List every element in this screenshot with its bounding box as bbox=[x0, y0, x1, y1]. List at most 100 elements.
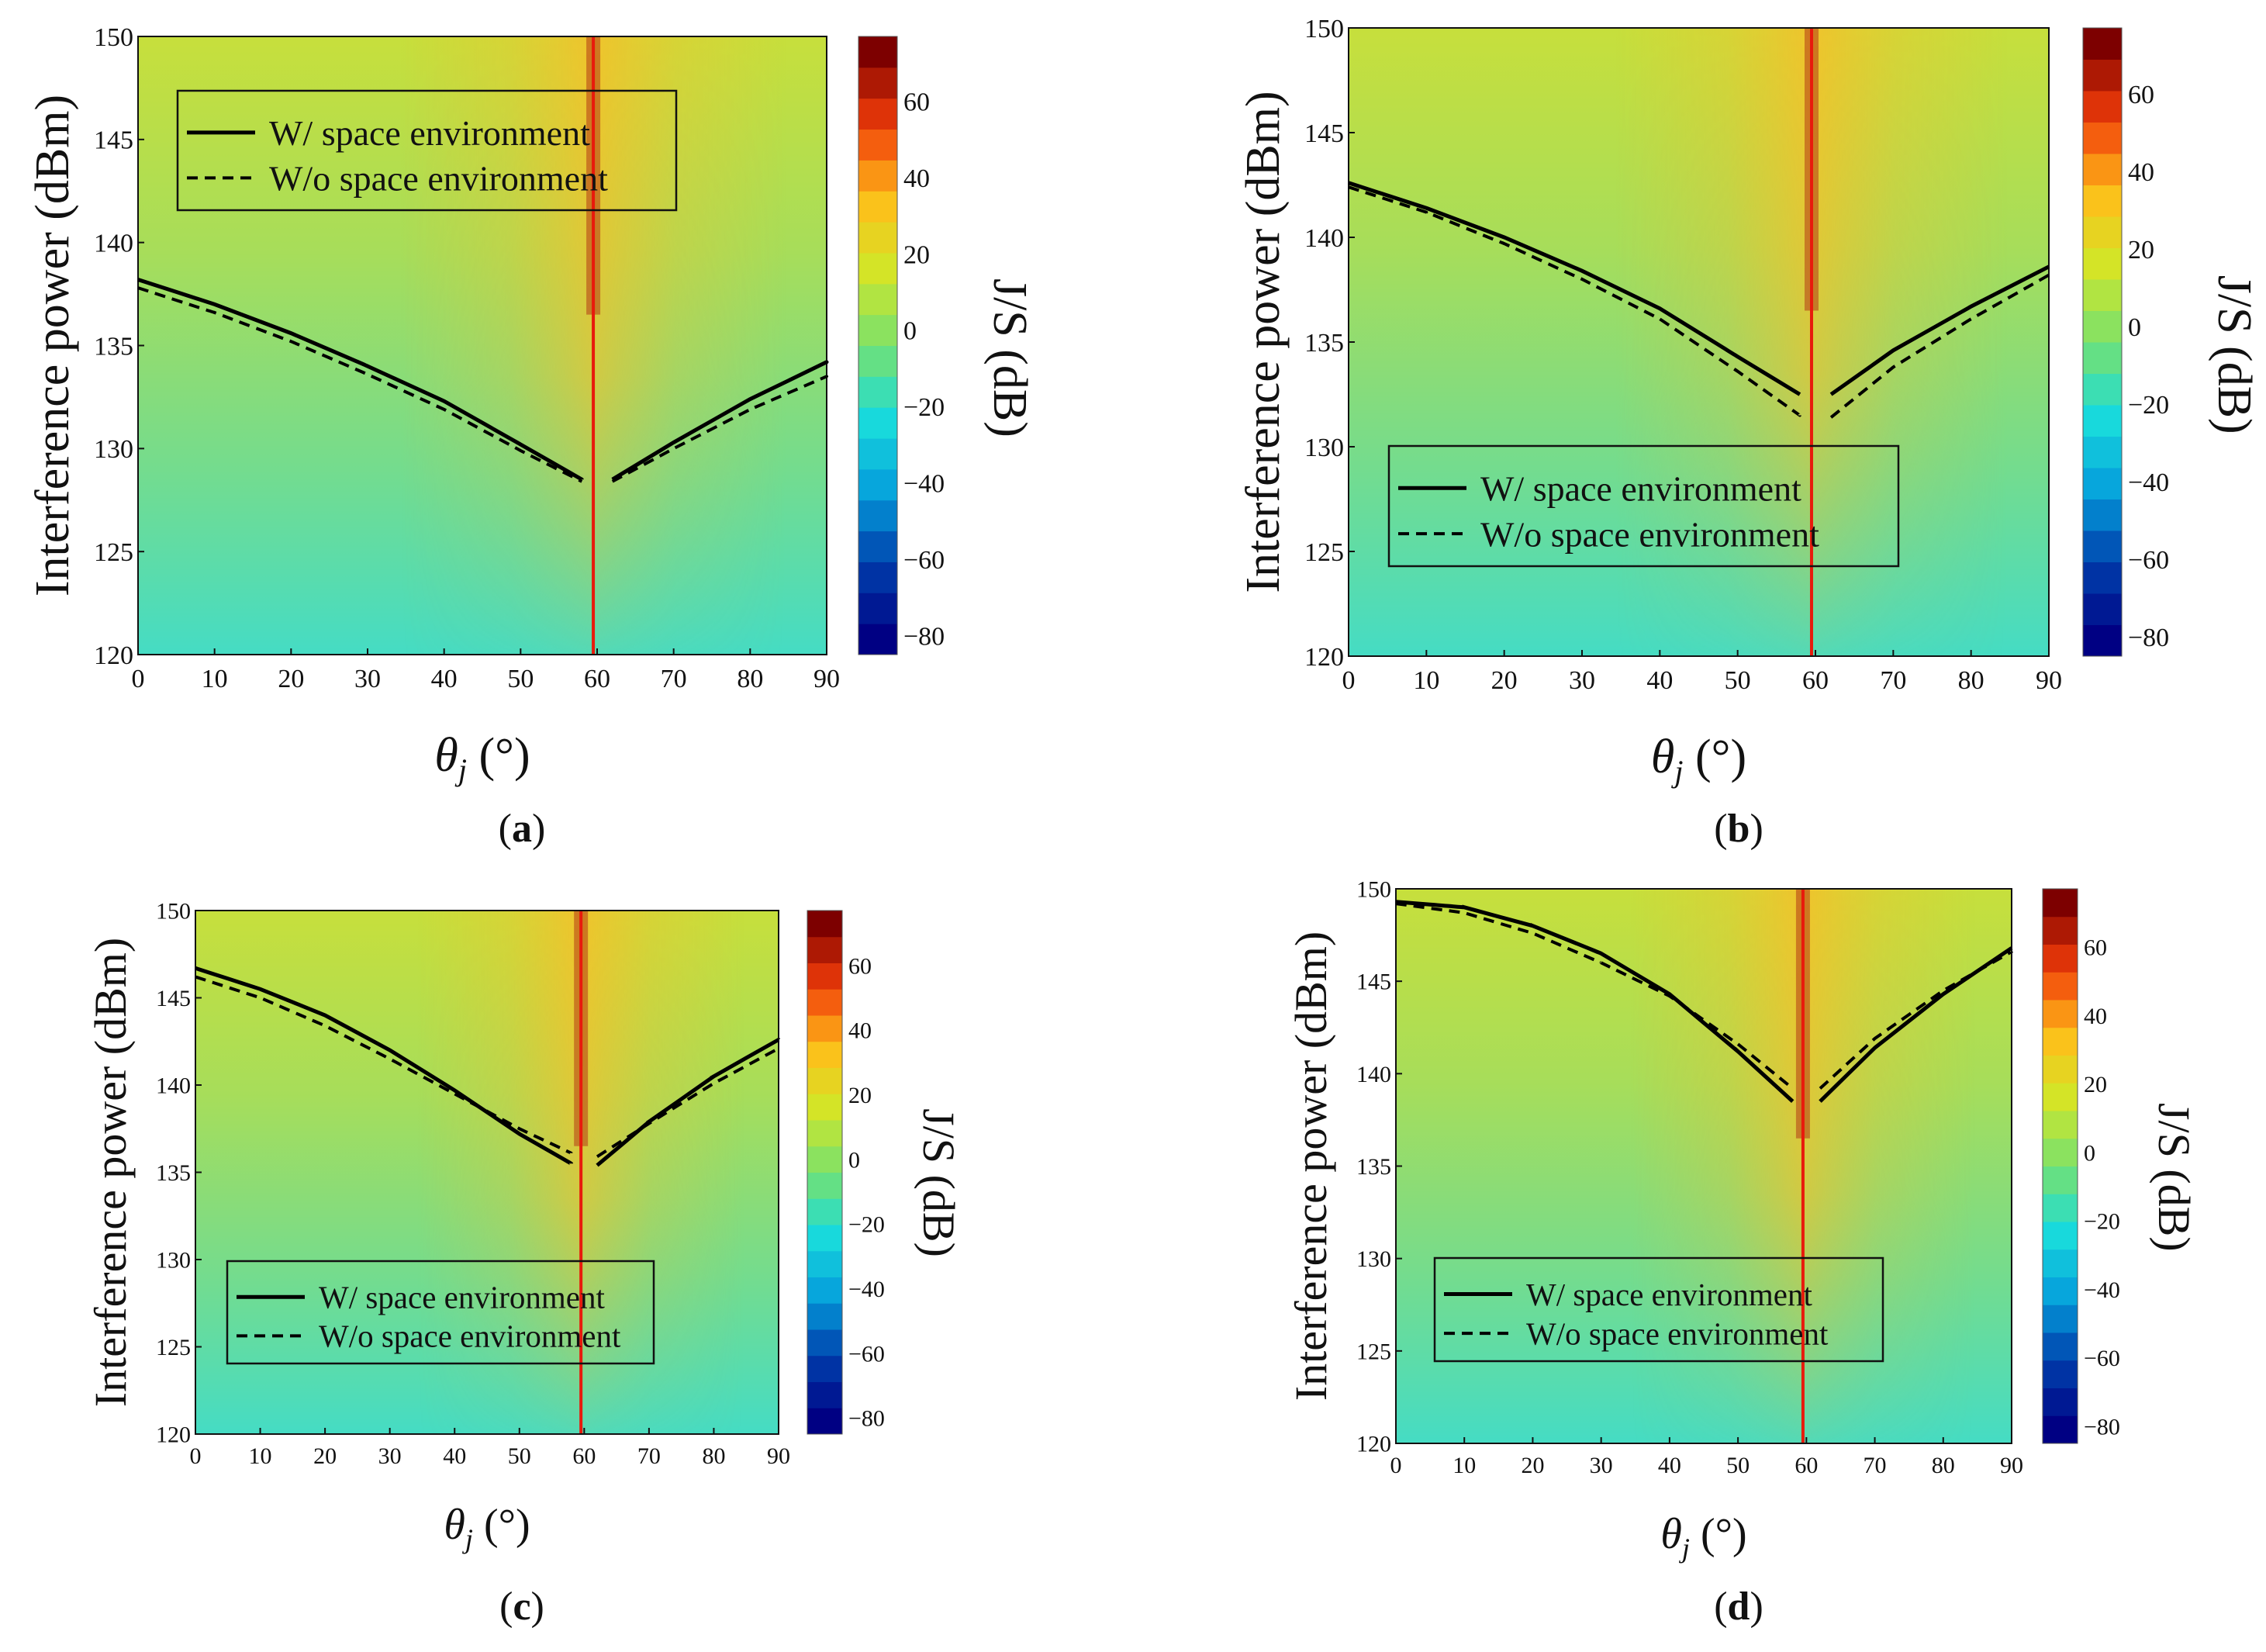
colorbar-frame bbox=[858, 36, 898, 655]
y-tick-label: 120 bbox=[1304, 643, 1344, 672]
y-axis-label: Interference power (dBm) bbox=[85, 938, 136, 1407]
panel-c: 0 10 20 30 40 50 60 70 80 90 120 125 130 135 140 145 150… bbox=[85, 899, 964, 1630]
colorbar-bin bbox=[807, 989, 842, 1016]
subfigure-caption: (d) bbox=[1714, 1585, 1763, 1629]
colorbar-tick-label: −20 bbox=[903, 393, 945, 422]
series-with-space-env-right bbox=[596, 1037, 781, 1167]
x-axis-label: θj (°) bbox=[1660, 1510, 1746, 1564]
colorbar-bin bbox=[807, 1250, 842, 1277]
colorbar-bin bbox=[2043, 1194, 2078, 1222]
colorbar-tick-label: 60 bbox=[848, 953, 872, 979]
colorbar-bin bbox=[2043, 1138, 2078, 1166]
colorbar-tick-label: 60 bbox=[903, 88, 930, 117]
x-axis-label: θj (°) bbox=[434, 729, 530, 787]
colorbar-bin bbox=[2043, 1360, 2078, 1388]
colorbar-tick-label: 0 bbox=[848, 1147, 860, 1173]
colorbar-bin bbox=[858, 531, 897, 562]
colorbar-bin bbox=[2043, 1083, 2078, 1111]
colorbar-bin bbox=[2043, 1249, 2078, 1277]
legend-entry-label: W/ space environment bbox=[319, 1280, 605, 1315]
series-without-space-env-left bbox=[137, 286, 583, 483]
colorbar-bin bbox=[858, 36, 897, 68]
x-tick-label: 30 bbox=[1569, 666, 1595, 695]
x-axis-symbol: θ bbox=[444, 1501, 465, 1549]
x-axis-label: θj (°) bbox=[1651, 731, 1746, 789]
colorbar-bin bbox=[807, 1277, 842, 1304]
y-tick-label: 120 bbox=[94, 641, 133, 670]
colorbar-bin bbox=[858, 499, 897, 532]
colorbar-tick-label: 60 bbox=[2128, 81, 2154, 109]
y-tick-label: 130 bbox=[156, 1248, 191, 1274]
colorbar-bin bbox=[2043, 1415, 2078, 1444]
y-tick-label: 145 bbox=[1356, 969, 1391, 995]
x-tick-label: 20 bbox=[1491, 666, 1518, 695]
series-with-space-env-right bbox=[611, 360, 829, 482]
legend-box bbox=[1387, 444, 1900, 568]
colorbar-bin bbox=[807, 1041, 842, 1068]
colorbar-tick-label: 40 bbox=[903, 164, 930, 193]
y-tick-label: 135 bbox=[94, 332, 133, 361]
x-tick-label: 40 bbox=[1646, 666, 1673, 695]
heatmap-peak-glow bbox=[138, 36, 827, 655]
y-tick-label: 140 bbox=[94, 230, 133, 258]
colorbar-bin bbox=[2083, 247, 2122, 280]
colorbar-label: J/S (dB) bbox=[2149, 1103, 2199, 1252]
colorbar-bin bbox=[2043, 889, 2078, 918]
colorbar-bin bbox=[2083, 91, 2122, 123]
x-tick-label: 20 bbox=[1521, 1453, 1544, 1478]
colorbar-bin bbox=[858, 624, 897, 655]
y-tick-label: 150 bbox=[1304, 15, 1344, 43]
colorbar-bin bbox=[2043, 1166, 2078, 1194]
colorbar-tick-label: 0 bbox=[2128, 313, 2141, 342]
x-tick-label: 90 bbox=[2036, 666, 2062, 695]
x-axis-subscript: j bbox=[454, 752, 467, 787]
y-tick-label: 125 bbox=[94, 538, 133, 567]
heatmap-peak-glow bbox=[195, 911, 779, 1434]
colorbar-tick-label: −20 bbox=[848, 1212, 885, 1238]
colorbar-bin bbox=[2083, 59, 2122, 92]
y-axis-label: Interference power (dBm) bbox=[1237, 91, 1290, 593]
subfigure-caption: (a) bbox=[499, 807, 546, 851]
series-without-space-env-right bbox=[596, 1047, 779, 1158]
colorbar-bin bbox=[2043, 1277, 2078, 1305]
colorbar-tick-label: 40 bbox=[2128, 158, 2154, 187]
colorbar-bin bbox=[858, 98, 897, 130]
subfigure-caption: (c) bbox=[499, 1585, 544, 1629]
colorbar-bin bbox=[858, 191, 897, 223]
x-tick-label: 20 bbox=[278, 665, 304, 693]
colorbar-tick-label: −60 bbox=[848, 1341, 885, 1367]
x-tick-label: 50 bbox=[1726, 1453, 1750, 1478]
x-axis-subscript: j bbox=[1670, 754, 1683, 789]
series-without-space-env-right bbox=[611, 375, 829, 483]
colorbar-tick-label: −60 bbox=[2084, 1346, 2120, 1371]
colorbar-bin bbox=[858, 345, 897, 377]
colorbar: 60 40 20 0 −20 −40 −60 −80 J/S (dB) bbox=[2042, 888, 2199, 1444]
legend-box bbox=[226, 1260, 655, 1365]
colorbar-bin bbox=[2043, 1388, 2078, 1416]
colorbar-bin bbox=[858, 593, 897, 624]
legend-entry-label: W/o space environment bbox=[1526, 1315, 1829, 1351]
colorbar-tick-label: −40 bbox=[903, 470, 945, 499]
x-tick-label: 0 bbox=[1342, 666, 1356, 695]
legend-entry-label: W/ space environment bbox=[269, 113, 590, 153]
colorbar-tick-label: −40 bbox=[2128, 468, 2169, 497]
y-tick-label: 125 bbox=[1356, 1339, 1391, 1364]
x-tick-label: 90 bbox=[767, 1443, 790, 1469]
series-without-space-env-left bbox=[1395, 902, 1794, 1090]
y-tick-label: 145 bbox=[156, 986, 191, 1011]
colorbar-bin bbox=[807, 1198, 842, 1225]
x-tick-label: 80 bbox=[1958, 666, 1984, 695]
x-axis-unit: (°) bbox=[1684, 731, 1747, 783]
y-tick-label: 120 bbox=[156, 1422, 191, 1448]
x-axis-subscript: j bbox=[1679, 1533, 1690, 1564]
legend-entry-label: W/o space environment bbox=[1480, 514, 1819, 554]
y-tick-label: 125 bbox=[156, 1335, 191, 1360]
colorbar-tick-label: −20 bbox=[2084, 1209, 2120, 1235]
colorbar-tick-label: −40 bbox=[2084, 1277, 2120, 1303]
x-tick-label: 60 bbox=[572, 1443, 596, 1469]
panel-a: 0 10 20 30 40 50 60 70 80 90 120 125 130 135 140 145 150… bbox=[26, 23, 1036, 851]
colorbar-bin bbox=[2083, 122, 2122, 154]
series-with-space-env-right bbox=[1829, 264, 2050, 396]
colorbar-bin bbox=[2083, 593, 2122, 625]
